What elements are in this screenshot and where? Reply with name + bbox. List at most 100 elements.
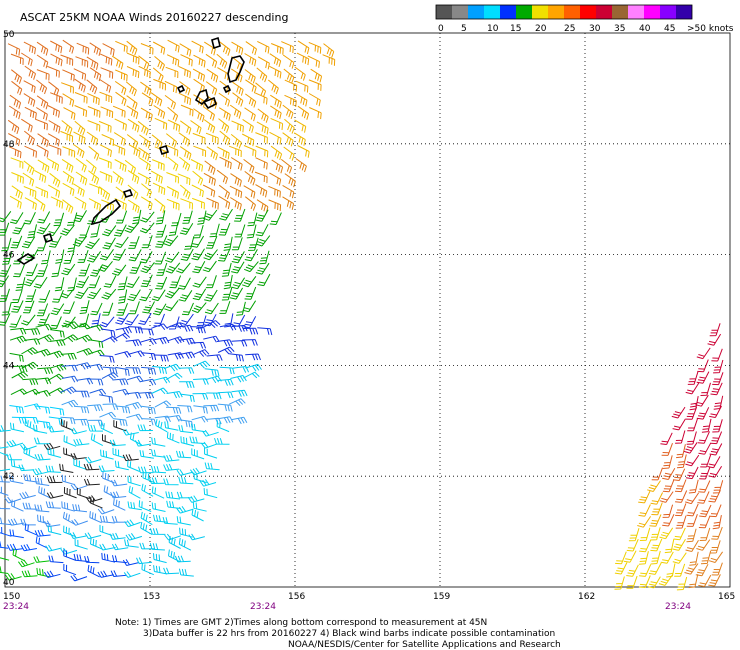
wind-barb [293, 132, 306, 146]
wind-barb [205, 235, 218, 249]
figure-title: ASCAT 25KM NOAA Winds 20160227 descendin… [20, 11, 288, 24]
wind-barb [33, 556, 50, 563]
wind-barb [35, 118, 48, 131]
wind-barb [112, 264, 127, 276]
wind-barb [124, 314, 139, 326]
wind-barb [140, 43, 154, 55]
wind-barb [61, 375, 79, 383]
wind-barb [90, 302, 103, 316]
wind-barb [283, 146, 295, 161]
wind-barb [83, 478, 100, 486]
island-outline [211, 36, 221, 50]
wind-barb [11, 185, 23, 200]
wind-barb [138, 65, 151, 79]
wind-barb [99, 91, 113, 104]
colorbar-tick-label: 0 [438, 24, 444, 34]
wind-barb [696, 371, 710, 384]
wind-barb [307, 55, 320, 68]
wind-barb [259, 250, 270, 265]
wind-barb [73, 143, 85, 159]
wind-barb [216, 169, 228, 185]
wind-barb [24, 145, 37, 158]
wind-barb [111, 516, 128, 523]
wind-barb [73, 68, 87, 81]
wind-barb [155, 419, 168, 433]
wind-barb [190, 326, 206, 334]
wind-barb [60, 54, 74, 66]
wind-barb [219, 130, 231, 146]
wind-barb [98, 186, 111, 201]
wind-barb [626, 564, 639, 577]
wind-barb [192, 288, 207, 301]
wind-barb [89, 511, 102, 524]
wind-barb [675, 515, 687, 529]
wind-barb [22, 502, 38, 510]
note-line-3: NOAA/NESDIS/Center for Satellite Applica… [288, 640, 561, 650]
wind-barb [664, 539, 675, 554]
wind-barb [217, 146, 230, 160]
wind-barb [128, 485, 141, 499]
wind-barb [712, 480, 724, 494]
wind-barb [38, 486, 51, 499]
wind-barb [140, 196, 153, 210]
wind-barb [114, 159, 127, 172]
wind-barb [708, 551, 724, 563]
wind-barb [231, 41, 244, 55]
wind-barb [661, 443, 673, 456]
wind-barb [662, 455, 673, 469]
wind-barb [268, 185, 281, 198]
wind-barb [178, 367, 195, 374]
wind-barb [36, 107, 48, 121]
lat-label: 48 [3, 140, 15, 150]
wind-barb [45, 544, 62, 552]
wind-barb [6, 439, 24, 448]
wind-barb [60, 547, 78, 555]
wind-barb [228, 145, 242, 158]
wind-barb [125, 367, 141, 375]
wind-barb [614, 562, 628, 575]
wind-barb [139, 378, 157, 386]
wind-barb [139, 289, 153, 302]
wind-barb [151, 502, 166, 512]
wind-barb [115, 313, 130, 325]
wind-barb [23, 186, 37, 198]
wind-barb [102, 403, 119, 411]
wind-barb [647, 576, 661, 589]
lon-label: 150 [3, 592, 20, 602]
lon-label: 156 [288, 592, 305, 602]
wind-barb [192, 393, 209, 400]
wind-barb [154, 56, 165, 71]
wind-barb [244, 69, 256, 84]
colorbar-tick-label: 30 [589, 24, 601, 34]
wind-barb [0, 425, 11, 432]
wind-barb [180, 436, 195, 447]
wind-barb [197, 210, 207, 225]
wind-barb [218, 195, 231, 210]
wind-barb [675, 430, 686, 444]
wind-barb [61, 158, 74, 173]
wind-barb [270, 94, 282, 109]
wind-barb [122, 454, 139, 462]
wind-barb [166, 391, 183, 399]
wind-barb [639, 539, 652, 553]
wind-barb [0, 541, 9, 549]
colorbar-segment [548, 5, 564, 19]
wind-barb [49, 363, 67, 372]
wind-barb [659, 491, 674, 503]
wind-barb [179, 146, 192, 161]
wind-barb [61, 82, 74, 94]
wind-barb [88, 275, 101, 289]
wind-barb [138, 391, 155, 399]
wind-barb [11, 371, 29, 380]
wind-barb [155, 276, 168, 290]
wind-barb [112, 378, 129, 386]
wind-barb [676, 454, 687, 469]
wind-barb [257, 108, 269, 123]
wind-barb [204, 447, 218, 459]
wind-barb [115, 210, 128, 224]
wind-barb [165, 262, 181, 274]
wind-barb [712, 372, 724, 386]
wind-barb [113, 132, 126, 146]
wind-barb [63, 563, 77, 576]
wind-barb [218, 249, 231, 262]
